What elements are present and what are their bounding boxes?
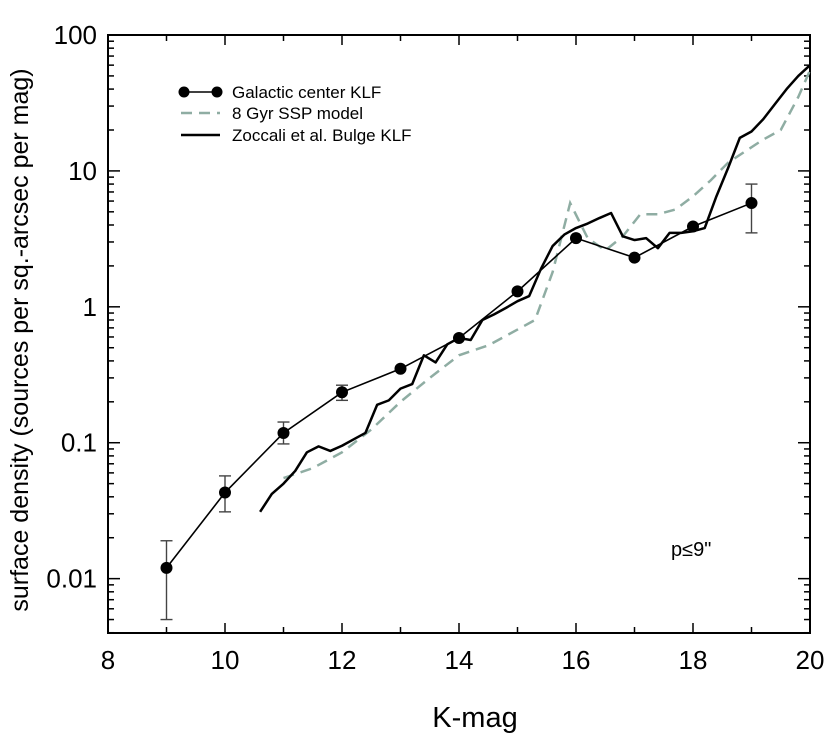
radius-annotation: p≤9" bbox=[671, 539, 711, 561]
x-axis-label: K-mag bbox=[432, 702, 517, 734]
x-tick-label: 16 bbox=[562, 645, 591, 675]
series-line-galactic-center bbox=[165, 202, 752, 569]
y-tick-label: 10 bbox=[68, 156, 97, 186]
data-point bbox=[160, 561, 173, 574]
x-tick-label: 8 bbox=[101, 645, 115, 675]
data-point bbox=[745, 197, 758, 210]
legend-marker bbox=[211, 86, 223, 98]
x-tick-label: 14 bbox=[445, 645, 474, 675]
data-point bbox=[277, 426, 290, 439]
data-point bbox=[453, 331, 465, 344]
y-tick-label: 1 bbox=[83, 292, 97, 322]
data-point bbox=[394, 362, 407, 375]
data-point bbox=[628, 251, 641, 264]
legend-label: Zoccali et al. Bulge KLF bbox=[232, 126, 412, 145]
data-point bbox=[511, 285, 524, 298]
legend-label: Galactic center KLF bbox=[232, 83, 381, 102]
x-tick-label: 12 bbox=[328, 645, 357, 675]
legend-marker bbox=[178, 86, 190, 98]
y-tick-label: 100 bbox=[54, 20, 97, 50]
data-point bbox=[570, 232, 582, 245]
data-point bbox=[687, 220, 699, 233]
legend-label: 8 Gyr SSP model bbox=[232, 104, 363, 123]
x-tick-label: 10 bbox=[211, 645, 240, 675]
y-tick-label: 0.01 bbox=[46, 564, 97, 594]
series-line-zoccali-bulge bbox=[259, 64, 811, 513]
data-point bbox=[219, 486, 231, 499]
x-tick-label: 18 bbox=[679, 645, 708, 675]
y-tick-label: 0.1 bbox=[61, 428, 97, 458]
data-point bbox=[336, 386, 348, 399]
x-tick-label: 20 bbox=[796, 645, 825, 675]
y-axis-label: surface density (sources per sq.-arcsec … bbox=[6, 68, 34, 611]
